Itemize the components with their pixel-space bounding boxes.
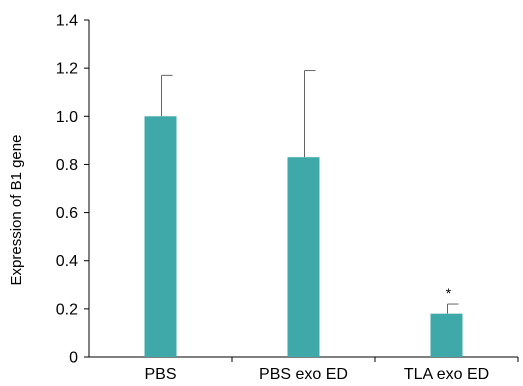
y-tick-label: 0.6 — [56, 205, 78, 222]
x-tick-label: PBS exo ED — [259, 366, 348, 383]
x-axis: PBS PBS exo ED TLA exo ED — [89, 356, 519, 383]
x-tick-label: PBS — [144, 366, 176, 383]
y-axis: 0 0.2 0.4 0.6 0.8 1.0 1.2 1.4 — [56, 13, 90, 367]
bar — [144, 116, 177, 358]
bar — [287, 157, 320, 357]
y-tick-label: 1.0 — [56, 109, 78, 126]
y-tick-label: 1.2 — [56, 61, 78, 78]
x-tick-label: TLA exo ED — [404, 366, 489, 383]
y-axis-title: Expression of B1 gene — [8, 135, 25, 286]
y-tick-label: 1.4 — [56, 13, 78, 30]
y-tick-label: 0 — [69, 350, 78, 367]
significance-marker: * — [446, 285, 452, 301]
bar — [430, 313, 463, 357]
y-tick-label: 0.2 — [56, 301, 78, 318]
y-tick-label: 0.8 — [56, 157, 78, 174]
bars: * — [144, 70, 463, 358]
y-tick-label: 0.4 — [56, 253, 78, 270]
